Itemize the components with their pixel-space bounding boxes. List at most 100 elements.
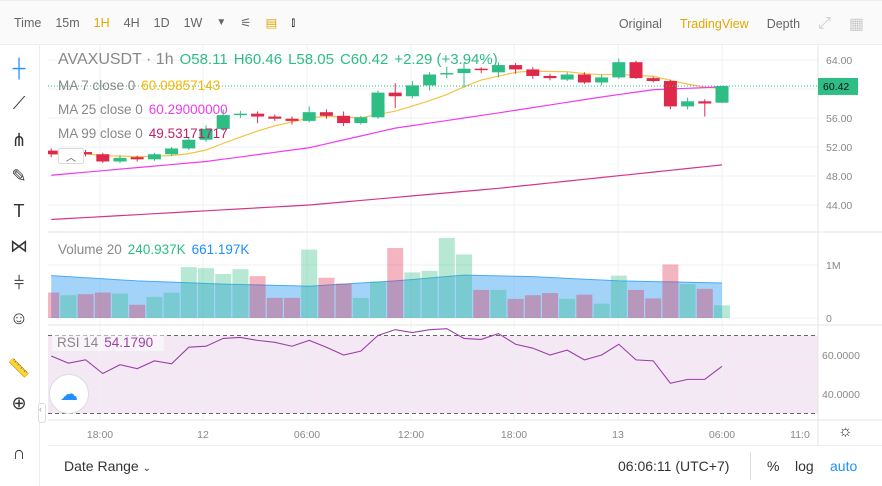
auto-toggle[interactable]: auto: [830, 458, 858, 474]
tradingview-logo-icon[interactable]: ☁: [49, 374, 89, 414]
volume-bar: [318, 277, 335, 318]
candle: [423, 72, 437, 91]
candle: [595, 74, 609, 86]
interval-4h[interactable]: 4H: [123, 15, 140, 30]
interval-1h[interactable]: 1H: [93, 15, 110, 30]
candle: [457, 62, 471, 88]
bottom-bar: Date Range ⌄ 06:06:11 (UTC+7) % log auto: [48, 445, 882, 486]
ma7-value: 60.09857143: [141, 78, 221, 93]
view-original[interactable]: Original: [618, 16, 662, 31]
chevron-down-icon: ⌄: [142, 463, 151, 474]
close-value: C60.42: [339, 51, 389, 68]
candle: [130, 155, 144, 162]
time-tick: 18:00: [501, 429, 527, 441]
candle: [285, 116, 299, 125]
chart-canvas[interactable]: 64.00 56.00 52.00 48.00 44.00 1M 0 60.0000 40.00…: [43, 45, 882, 445]
ma7-legend[interactable]: MA 7 close 0 60.09857143: [58, 78, 226, 93]
price-tick: 48.00: [826, 171, 852, 183]
candle-body: [509, 65, 523, 70]
low-value: L58.05: [288, 51, 334, 68]
volume-bar: [507, 298, 524, 318]
volume-legend: Volume 20 240.937K 661.197K: [58, 242, 255, 257]
volume-bar: [335, 283, 352, 318]
candle: [474, 67, 488, 74]
candle-body: [560, 74, 574, 80]
candle-body: [405, 85, 419, 97]
candle: [319, 109, 333, 119]
candle-body: [646, 78, 660, 82]
text-icon[interactable]: T: [13, 200, 25, 221]
change-value: +2.29 (+3.94%): [394, 51, 498, 68]
volume-bar: [473, 289, 490, 318]
candle-body: [233, 113, 247, 116]
candle: [251, 111, 265, 124]
candle-body: [302, 112, 316, 121]
magnet-icon[interactable]: ∩: [12, 442, 26, 463]
candle-body: [182, 139, 196, 149]
candle-body: [79, 152, 93, 155]
volume-bar: [249, 276, 266, 318]
fullscreen-icon[interactable]: ⤢: [818, 14, 831, 32]
collapse-legend-button[interactable]: ︿: [58, 148, 84, 164]
volume-bar: [180, 267, 197, 318]
date-range-button[interactable]: Date Range ⌄: [64, 458, 151, 474]
view-depth[interactable]: Depth: [766, 16, 801, 31]
interval-15m[interactable]: 15m: [55, 15, 80, 30]
chart-settings-gear-icon[interactable]: ☼: [838, 423, 853, 440]
candle: [79, 149, 93, 157]
candle: [612, 58, 626, 79]
settings-sliders-icon[interactable]: ⚟: [240, 16, 252, 30]
trend-line-icon[interactable]: ⟋: [12, 92, 26, 113]
candle-type-icon[interactable]: ⫾: [291, 15, 296, 29]
layout-grid-icon[interactable]: ▦: [848, 15, 864, 33]
candle: [199, 125, 213, 142]
crosshair-icon[interactable]: ┼: [12, 57, 26, 78]
emoji-icon[interactable]: ☺: [9, 307, 29, 328]
volume-bar: [559, 298, 576, 318]
volume-bar: [352, 297, 369, 318]
percent-toggle[interactable]: %: [767, 458, 780, 474]
candle-body: [663, 81, 677, 107]
indicators-icon[interactable]: ▤: [265, 16, 278, 30]
measure-icon[interactable]: ⫩: [13, 272, 25, 293]
collapse-sidebar-handle[interactable]: ‹: [38, 403, 46, 423]
candle: [233, 110, 247, 118]
pitchfork-icon[interactable]: ⋔: [11, 129, 27, 150]
candle: [182, 136, 196, 150]
view-tradingview[interactable]: TradingView: [679, 16, 749, 31]
volume-bar: [60, 295, 77, 318]
time-tick: 06:00: [294, 429, 320, 441]
volume-tick: 0: [826, 313, 832, 325]
volume-bar: [524, 295, 541, 318]
date-range-label: Date Range: [64, 458, 139, 474]
ruler-icon[interactable]: 📏: [7, 357, 31, 378]
volume-bar: [404, 272, 421, 318]
candle: [371, 90, 385, 119]
zoom-in-icon[interactable]: ⊕: [11, 392, 27, 413]
candle-body: [440, 73, 454, 75]
ma25-label: MA 25 close 0: [58, 102, 143, 117]
candle: [491, 62, 505, 78]
candle-body: [319, 112, 333, 116]
price-tick: 64.00: [826, 55, 852, 67]
more-intervals-dropdown-icon[interactable]: ▼: [216, 17, 227, 28]
volume-bar: [215, 274, 232, 318]
rsi-value: 54.1790: [104, 335, 154, 350]
interval-1w[interactable]: 1W: [183, 15, 203, 30]
chart-area[interactable]: 64.00 56.00 52.00 48.00 44.00 1M 0 60.0000 40.00…: [38, 45, 882, 445]
brush-icon[interactable]: ✎: [11, 165, 27, 186]
volume-bar: [628, 289, 644, 318]
candle: [405, 81, 419, 99]
candle-body: [130, 157, 144, 160]
time-tick: 13: [612, 429, 624, 441]
candle: [388, 83, 402, 108]
pattern-icon[interactable]: ⋈: [10, 235, 28, 256]
interval-1d[interactable]: 1D: [153, 15, 170, 30]
candle: [354, 115, 368, 125]
volume-bar: [112, 293, 128, 318]
log-toggle[interactable]: log: [795, 458, 814, 474]
volume-label: Volume 20: [58, 242, 122, 257]
ma99-legend[interactable]: MA 99 close 0 49.53171717: [58, 126, 234, 141]
volume-bar: [456, 254, 472, 318]
ma25-legend[interactable]: MA 25 close 0 60.29000000: [58, 102, 234, 117]
